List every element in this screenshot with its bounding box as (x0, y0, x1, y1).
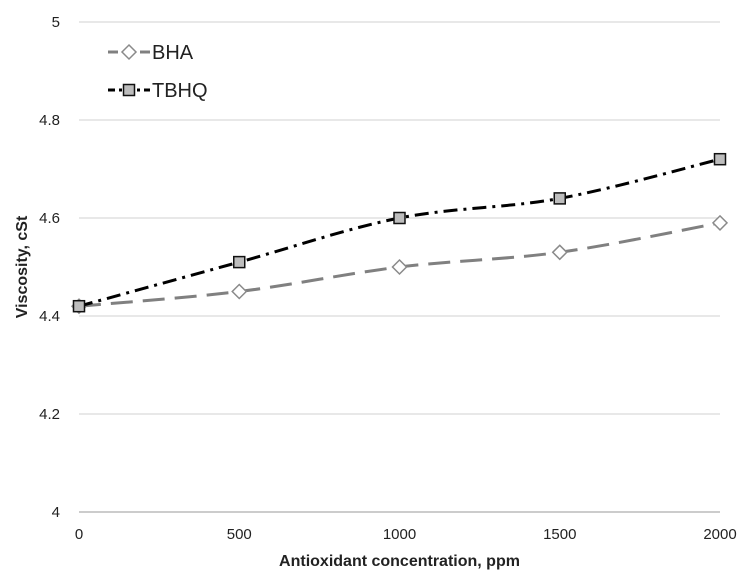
y-tick-label: 4.8 (39, 112, 60, 129)
tbhq-point (713, 152, 727, 166)
tbhq-point (72, 299, 86, 313)
bha-point (711, 214, 729, 231)
legend-tbhq-label: TBHQ (152, 80, 208, 102)
bha-point (391, 258, 408, 276)
tbhq-point (393, 211, 406, 225)
x-axis-title: Antioxidant concentration, ppm (279, 553, 520, 570)
x-tick-label: 1000 (383, 526, 416, 543)
legend: BHA TBHQ (108, 42, 208, 102)
x-tick-label: 500 (227, 526, 252, 543)
legend-bha-label: BHA (152, 42, 194, 64)
series-layer (70, 152, 729, 315)
y-tick-label: 4.6 (39, 210, 60, 227)
x-tick-label: 0 (75, 526, 83, 543)
bha-point (231, 283, 248, 300)
legend-bha-marker (120, 43, 138, 61)
x-tick-label: 1500 (543, 526, 576, 543)
x-tick-labels: 0 500 1000 1500 2000 (75, 526, 737, 543)
y-tick-labels: 4 4.2 4.4 4.6 4.8 5 (39, 14, 60, 521)
y-tick-label: 5 (52, 14, 60, 31)
legend-tbhq-marker (122, 83, 136, 97)
tbhq-series-line (78, 157, 721, 308)
y-tick-label: 4.2 (39, 406, 60, 423)
y-axis-title: Viscosity, cSt (14, 215, 31, 318)
y-tick-label: 4.4 (39, 308, 60, 325)
tbhq-point (553, 192, 566, 205)
tbhq-point (233, 255, 246, 269)
x-tick-label: 2000 (703, 526, 736, 543)
y-tick-label: 4 (52, 504, 60, 521)
bha-point (551, 244, 568, 261)
